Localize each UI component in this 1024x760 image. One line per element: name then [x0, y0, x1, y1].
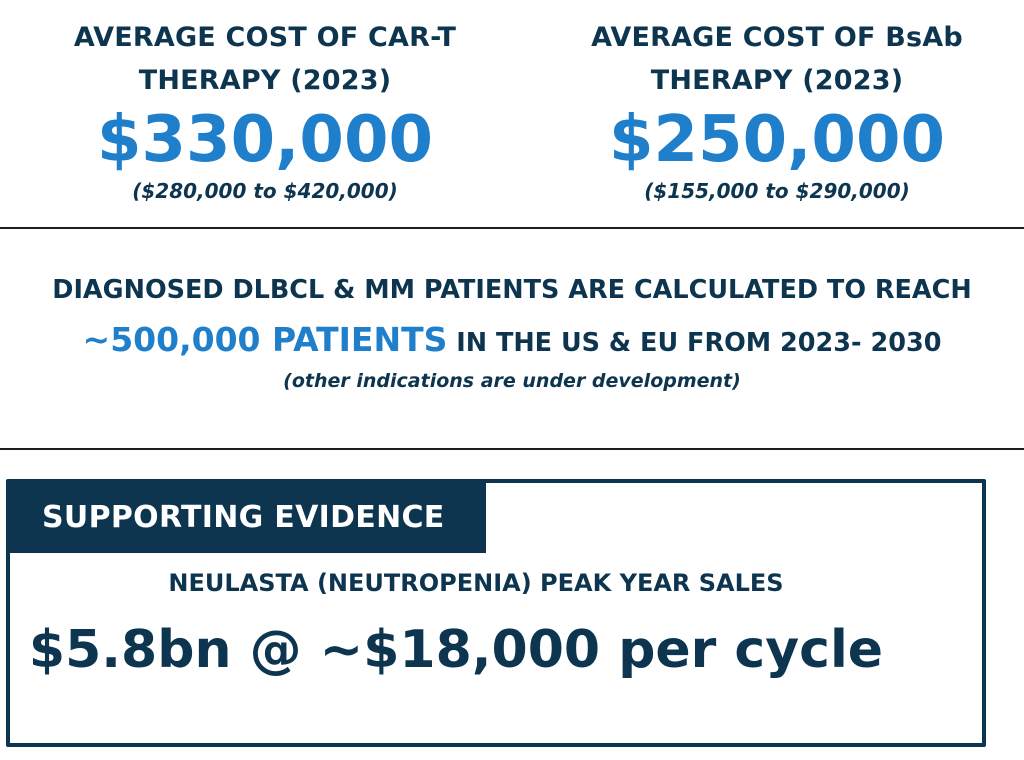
bottom-divider: [0, 448, 1024, 450]
bsab-cost-title-line2: THERAPY (2023): [532, 59, 1022, 102]
patients-note: (other indications are under development…: [0, 366, 1024, 396]
supporting-evidence-tab: SUPPORTING EVIDENCE: [10, 483, 486, 553]
patients-line2-rest: IN THE US & EU FROM 2023- 2030: [447, 328, 941, 358]
car-t-cost-title-line1: AVERAGE COST OF CAR-T: [20, 16, 510, 59]
evidence-subtitle: NEULASTA (NEUTROPENIA) PEAK YEAR SALES: [10, 563, 982, 603]
bsab-cost-panel: AVERAGE COST OF BsAb THERAPY (2023) $250…: [532, 16, 1022, 204]
top-divider: [0, 227, 1024, 229]
car-t-cost-panel: AVERAGE COST OF CAR-T THERAPY (2023) $33…: [20, 16, 510, 204]
bsab-cost-value: $250,000: [532, 102, 1022, 178]
patients-line1: DIAGNOSED DLBCL & MM PATIENTS ARE CALCUL…: [0, 270, 1024, 310]
bsab-cost-title-line1: AVERAGE COST OF BsAb: [532, 16, 1022, 59]
supporting-evidence-box: SUPPORTING EVIDENCE NEULASTA (NEUTROPENI…: [6, 479, 986, 747]
car-t-cost-value: $330,000: [20, 102, 510, 178]
patients-line2: ~500,000 PATIENTS IN THE US & EU FROM 20…: [0, 316, 1024, 367]
patients-highlight: ~500,000 PATIENTS: [83, 320, 448, 359]
car-t-cost-title-line2: THERAPY (2023): [20, 59, 510, 102]
bsab-cost-range: ($155,000 to $290,000): [532, 178, 1022, 204]
car-t-cost-range: ($280,000 to $420,000): [20, 178, 510, 204]
evidence-headline: $5.8bn @ ~$18,000 per cycle: [10, 615, 982, 685]
